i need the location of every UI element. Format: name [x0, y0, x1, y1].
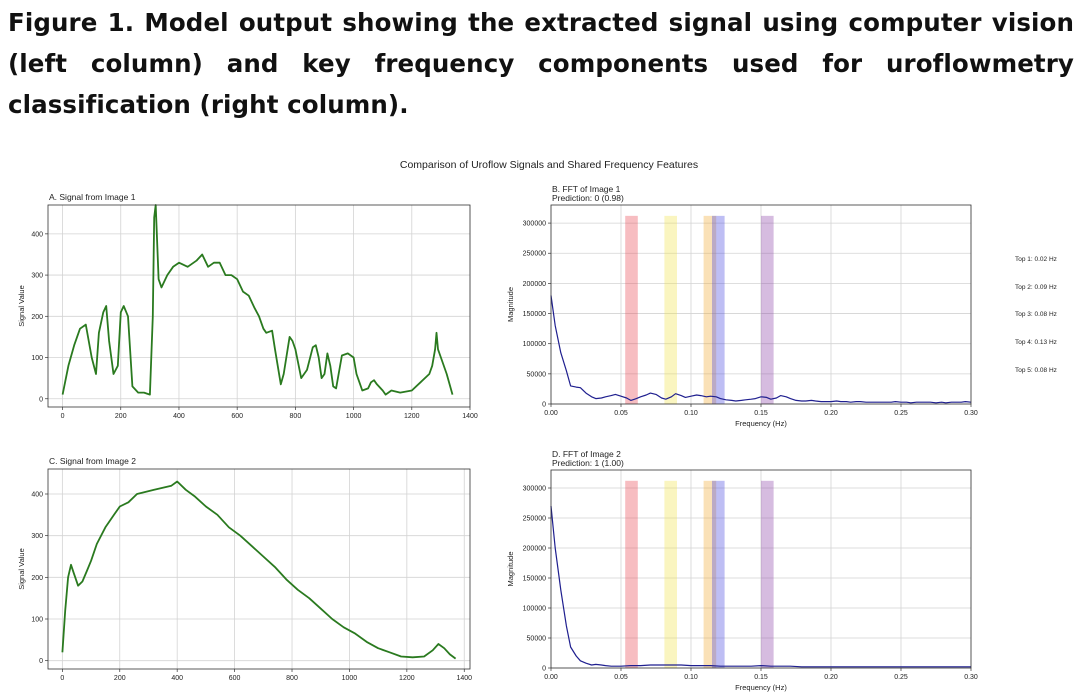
y-tick-label: 100 — [31, 617, 43, 624]
y-axis-label: Signal Value — [17, 548, 26, 590]
x-tick-label: 200 — [114, 675, 126, 682]
legend-entry-top5: Top 5: 0.08 Hz — [1015, 367, 1057, 374]
x-tick-label: 0.15 — [754, 410, 768, 417]
x-tick-label: 800 — [286, 675, 298, 682]
chart-panel-b: 0.00 0.05 0.10 0.15 0.20 0.25 0.30 0 50000 100000… — [506, 184, 978, 428]
y-tick-label: 50000 — [527, 371, 547, 378]
x-tick-label: 0.25 — [894, 410, 908, 417]
x-tick-label: 800 — [290, 413, 302, 420]
y-tick-label: 400 — [31, 231, 43, 238]
x-tick-label: 0.00 — [544, 410, 558, 417]
x-tick-label: 400 — [173, 413, 185, 420]
x-tick-label: 1000 — [346, 413, 362, 420]
figure-suptitle: Comparison of Uroflow Signals and Shared… — [400, 159, 698, 171]
y-tick-label: 250000 — [523, 251, 546, 258]
fft-magnitude-line — [550, 505, 971, 668]
legend-entry-top4: Top 4: 0.13 Hz — [1015, 339, 1057, 346]
y-tick-label: 100000 — [523, 606, 546, 613]
chart-title: C. Signal from Image 2 — [49, 456, 136, 466]
chart-title: B. FFT of Image 1 — [552, 184, 621, 194]
axes-frame — [47, 204, 471, 408]
signal-line — [61, 204, 454, 396]
chart-subtitle: Prediction: 1 (1.00) — [552, 458, 624, 468]
figure-caption: Figure 1. Model output showing the extra… — [8, 8, 1074, 119]
chart-panel-c: 0 200 400 600 800 1000 1200 1400 0 100 200 300 400 C.… — [17, 456, 472, 682]
frequency-band-top4 — [761, 480, 774, 668]
x-tick-label: 0.10 — [684, 410, 698, 417]
y-tick-label: 100 — [31, 355, 43, 362]
chart-title: D. FFT of Image 2 — [552, 449, 621, 459]
frequency-band-top4 — [761, 215, 774, 404]
plot-area — [48, 205, 470, 407]
frequency-band-top3 — [664, 480, 677, 668]
y-tick-label: 150000 — [523, 311, 546, 318]
y-tick-label: 0 — [39, 396, 43, 403]
x-tick-label: 1400 — [456, 675, 472, 682]
y-tick-label: 300000 — [523, 221, 546, 228]
y-axis-label: Signal Value — [17, 285, 26, 327]
x-tick-label: 0.10 — [684, 674, 698, 681]
x-tick-label: 0.30 — [964, 410, 978, 417]
y-axis-label: Magnitude — [506, 287, 515, 322]
x-tick-label: 1200 — [399, 675, 415, 682]
x-tick-label: 1400 — [462, 413, 478, 420]
x-tick-label: 600 — [231, 413, 243, 420]
x-tick-label: 0.05 — [614, 410, 628, 417]
y-axis-label: Magnitude — [506, 551, 515, 586]
y-tick-label: 250000 — [523, 516, 546, 523]
x-tick-label: 0.30 — [964, 674, 978, 681]
y-tick-label: 200000 — [523, 546, 546, 553]
x-axis-label: Frequency (Hz) — [735, 419, 787, 428]
axes-frame — [47, 468, 471, 670]
x-tick-label: 0 — [60, 675, 64, 682]
chart-title: A. Signal from Image 1 — [49, 192, 136, 202]
y-tick-label: 200 — [31, 314, 43, 321]
x-tick-label: 600 — [229, 675, 241, 682]
legend-entry-top3: Top 3: 0.08 Hz — [1015, 311, 1057, 318]
frequency-band-top2 — [712, 480, 725, 668]
x-axis-label: Frequency (Hz) — [735, 683, 787, 692]
x-tick-label: 400 — [171, 675, 183, 682]
x-tick-label: 1200 — [404, 413, 420, 420]
frequency-band-top5 — [703, 215, 717, 404]
x-tick-label: 1000 — [342, 675, 358, 682]
legend-entry-top2: Top 2: 0.09 Hz — [1015, 284, 1057, 291]
y-tick-label: 300 — [31, 273, 43, 280]
y-tick-label: 300000 — [523, 486, 546, 493]
y-tick-label: 50000 — [527, 636, 547, 643]
x-tick-label: 200 — [115, 413, 127, 420]
chart-panel-a: 0 200 400 600 800 1000 1200 1400 0 100 200 300 400 A.… — [17, 192, 478, 420]
y-tick-label: 0 — [542, 402, 546, 409]
chart-panel-d: 0.00 0.05 0.10 0.15 0.20 0.25 0.30 0 50000 100000… — [506, 449, 978, 692]
frequency-band-top3 — [664, 215, 677, 404]
y-tick-label: 200000 — [523, 281, 546, 288]
signal-line — [61, 480, 457, 660]
fft-magnitude-line — [550, 295, 972, 404]
y-tick-label: 100000 — [523, 341, 546, 348]
x-tick-label: 0 — [61, 413, 65, 420]
legend-entry-top1: Top 1: 0.02 Hz — [1015, 256, 1057, 263]
y-tick-label: 0 — [39, 658, 43, 665]
frequency-band-top5 — [703, 480, 717, 668]
band-legend: Top 1: 0.02 Hz Top 2: 0.09 Hz Top 3: 0.08 … — [1015, 256, 1057, 374]
chart-subtitle: Prediction: 0 (0.98) — [552, 193, 624, 203]
frequency-band-top1 — [625, 480, 638, 668]
y-tick-label: 150000 — [523, 576, 546, 583]
frequency-band-top1 — [625, 215, 638, 404]
y-tick-label: 200 — [31, 575, 43, 582]
x-tick-label: 0.00 — [544, 674, 558, 681]
x-tick-label: 0.20 — [824, 410, 838, 417]
x-tick-label: 0.05 — [614, 674, 628, 681]
y-tick-label: 0 — [542, 666, 546, 673]
chart-panels: 0 200 400 600 800 1000 1200 14000100200300400A.… — [17, 184, 978, 692]
plot-area — [48, 469, 470, 669]
x-tick-label: 0.25 — [894, 674, 908, 681]
x-tick-label: 0.20 — [824, 674, 838, 681]
y-tick-label: 300 — [31, 533, 43, 540]
x-tick-label: 0.15 — [754, 674, 768, 681]
frequency-band-top2 — [712, 215, 725, 404]
y-tick-label: 400 — [31, 492, 43, 499]
